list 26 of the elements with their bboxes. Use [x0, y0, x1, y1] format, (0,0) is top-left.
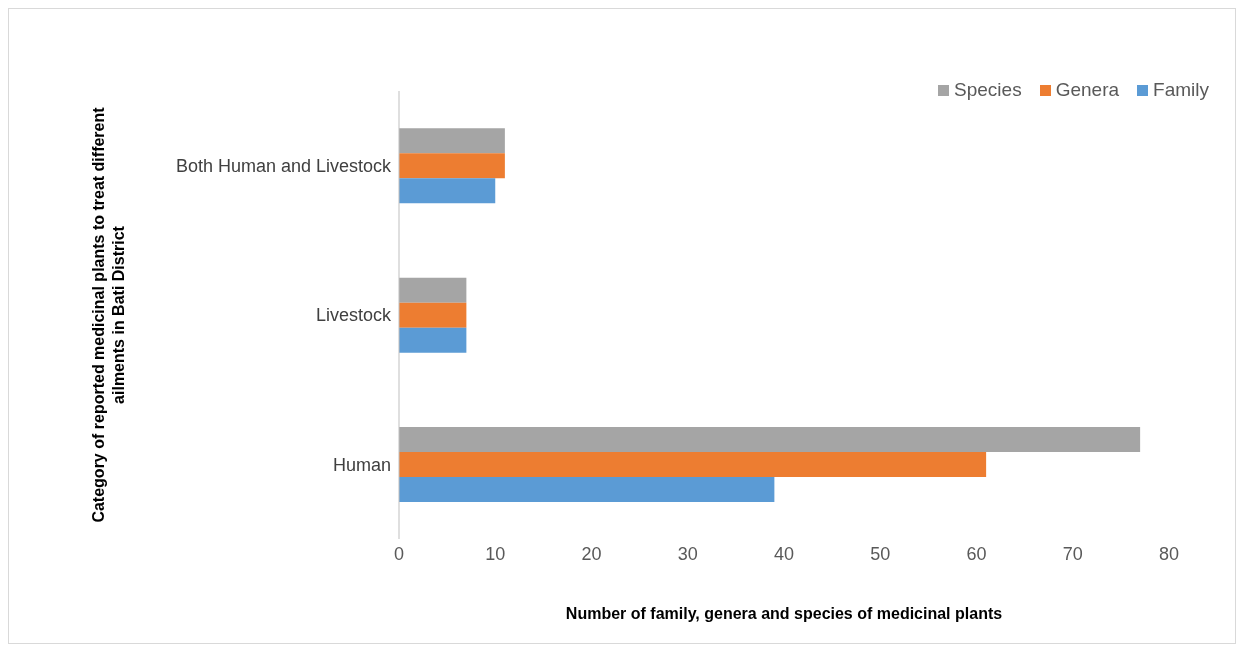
- x-tick-label: 0: [393, 543, 405, 564]
- bar: [399, 477, 775, 502]
- bar: [399, 128, 505, 154]
- legend-label: Genera: [1054, 79, 1120, 101]
- x-axis-title: Number of family, genera and species of medicinal plants: [565, 605, 1003, 622]
- bar: [399, 452, 987, 477]
- x-tick-label: 20: [581, 543, 602, 564]
- legend-label: Species: [953, 79, 1022, 101]
- y-tick-label: Human: [332, 454, 391, 475]
- legend-label: Family: [1152, 79, 1209, 101]
- bar: [399, 277, 467, 303]
- y-axis-title: Category of reported medicinal plants to treat different ailments in Bati District: [90, 106, 127, 523]
- x-tick-label: 40: [773, 543, 795, 564]
- bar: [399, 178, 496, 204]
- x-tick-label: 10: [485, 543, 506, 564]
- bar: [399, 302, 467, 328]
- y-tick-label: Both Human and Livestock: [175, 156, 392, 177]
- bar: [399, 153, 505, 179]
- y-tick-label: Livestock: [315, 305, 392, 326]
- x-tick-label: 70: [1062, 543, 1083, 564]
- bar: [399, 427, 1141, 452]
- bar: [399, 327, 467, 353]
- x-tick-label: 30: [677, 543, 698, 564]
- x-tick-label: 80: [1158, 543, 1180, 564]
- x-tick-label: 60: [966, 543, 987, 564]
- x-tick-label: 50: [870, 543, 891, 564]
